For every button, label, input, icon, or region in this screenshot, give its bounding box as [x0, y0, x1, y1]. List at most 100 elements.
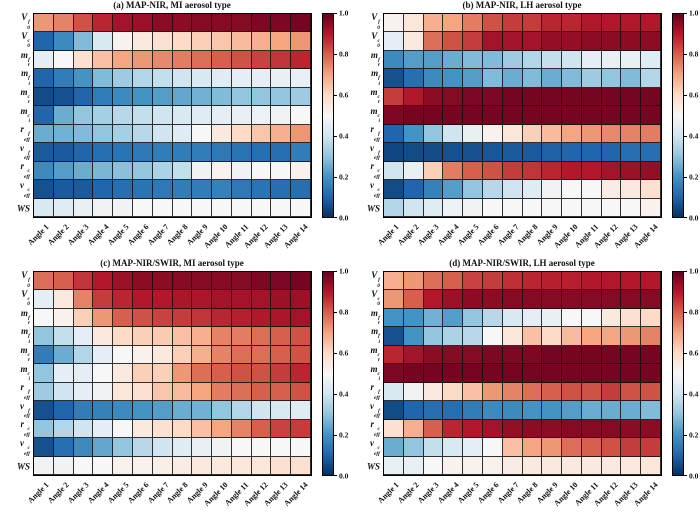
heatmap-cell: [34, 456, 54, 475]
colorbar-tick-label: 0.4: [339, 389, 349, 399]
heatmap-cell: [251, 69, 272, 88]
heatmap-cell: [291, 327, 311, 346]
heatmap-cell: [482, 272, 503, 291]
heatmap-cell: [93, 272, 114, 291]
heatmap-cell: [482, 401, 503, 420]
heatmap-cell: [172, 14, 193, 33]
colorbar-tick-mark: [334, 217, 337, 218]
heatmap-cell: [443, 180, 464, 199]
heatmap-cell: [482, 382, 503, 402]
heatmap-cell: [212, 438, 232, 457]
heatmap-cell: [271, 87, 292, 107]
heatmap-cell: [641, 345, 661, 365]
heatmap-cell: [562, 50, 582, 70]
heatmap-cell: [271, 345, 292, 365]
heatmap-cell: [463, 32, 483, 51]
heatmap-cell: [621, 50, 642, 70]
heatmap-cell: [271, 401, 292, 420]
heatmap-cell: [132, 180, 153, 199]
heatmap-cell: [601, 438, 622, 457]
heatmap-cell: [562, 143, 582, 162]
heatmap-cell: [53, 32, 74, 51]
heatmap-cell: [251, 87, 272, 107]
heatmap-cell: [93, 143, 114, 162]
heatmap-cell: [113, 401, 133, 420]
heatmap-grid: [33, 271, 312, 476]
heatmap-cell: [502, 327, 523, 346]
heatmap-cell: [641, 124, 661, 144]
heatmap-cell: [152, 364, 173, 383]
heatmap-cell: [251, 14, 272, 33]
heatmap-cell: [403, 124, 424, 144]
heatmap-cell: [621, 106, 642, 125]
heatmap-cell: [192, 456, 213, 475]
heatmap-cell: [212, 382, 232, 402]
heatmap-cell: [152, 198, 173, 217]
heatmap-cell: [93, 327, 114, 346]
colorbar-tick-label: 0.4: [689, 389, 699, 399]
heatmap-cell: [73, 124, 94, 144]
heatmap-cell: [73, 308, 94, 328]
heatmap-cell: [423, 180, 444, 199]
colorbar-tick-label: 0.4: [339, 131, 349, 141]
heatmap-cell: [581, 401, 602, 420]
heatmap-cell: [291, 180, 311, 199]
heatmap-cell: [271, 364, 292, 383]
heatmap-cell: [641, 382, 661, 402]
colorbar-tick-mark: [684, 435, 687, 436]
heatmap-cell: [172, 87, 193, 107]
heatmap-cell: [113, 419, 133, 439]
colorbar-tick-label: 0.8: [339, 307, 349, 317]
heatmap-cell: [443, 290, 464, 309]
heatmap-cell: [463, 198, 483, 217]
heatmap-cell: [542, 456, 563, 475]
heatmap-cell: [271, 106, 292, 125]
heatmap-cell: [502, 180, 523, 199]
heatmap-cell: [502, 50, 523, 70]
heatmap-cell: [621, 290, 642, 309]
heatmap-cell: [384, 272, 404, 291]
heatmap-cell: [291, 456, 311, 475]
heatmap-cell: [212, 401, 232, 420]
heatmap-cell: [482, 87, 503, 107]
colorbar-tick-label: 0.8: [689, 307, 699, 317]
heatmap-cell: [113, 124, 133, 144]
heatmap-cell: [542, 308, 563, 328]
heatmap-cell: [601, 401, 622, 420]
heatmap-cell: [291, 401, 311, 420]
x-tick-label: Angle 1: [25, 480, 51, 506]
colorbar-tick-label: 0.0: [689, 213, 699, 223]
heatmap-cell: [482, 106, 503, 125]
heatmap-cell: [113, 364, 133, 383]
heatmap-cell: [562, 419, 582, 439]
heatmap-cell: [152, 308, 173, 328]
row-label: v f eff: [19, 400, 30, 420]
heatmap-cell: [423, 14, 444, 33]
heatmap-cell: [172, 382, 193, 402]
heatmap-cell: [34, 382, 54, 402]
heatmap-cell: [212, 327, 232, 346]
colorbar-tick-label: 0.4: [689, 131, 699, 141]
heatmap-cell: [443, 143, 464, 162]
heatmap-cell: [34, 161, 54, 181]
heatmap-cell: [152, 161, 173, 181]
heatmap-cell: [601, 364, 622, 383]
heatmap-cell: [251, 32, 272, 51]
heatmap-cell: [502, 345, 523, 365]
x-tick-label: Angle 7: [145, 480, 171, 506]
colorbar-tick-mark: [684, 312, 687, 313]
heatmap-cell: [93, 69, 114, 88]
heatmap-cell: [463, 14, 483, 33]
heatmap-cell: [443, 32, 464, 51]
heatmap-cell: [192, 438, 213, 457]
heatmap-cell: [53, 50, 74, 70]
heatmap-cell: [132, 438, 153, 457]
heatmap-cell: [113, 382, 133, 402]
